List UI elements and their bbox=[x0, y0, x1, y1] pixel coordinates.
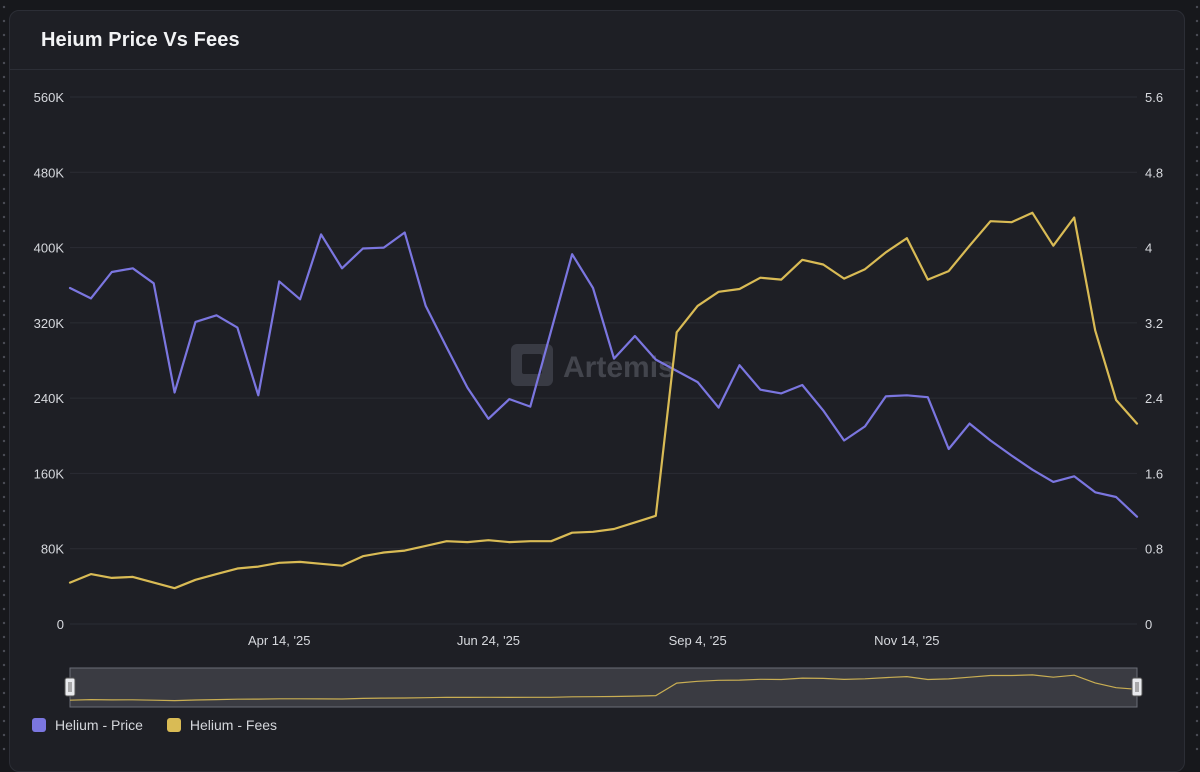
watermark-text: Artemis bbox=[563, 351, 675, 384]
legend-swatch-price bbox=[32, 718, 46, 732]
y-right-tick-label: 3.2 bbox=[1145, 316, 1163, 331]
y-left-tick-label: 560K bbox=[34, 90, 65, 105]
range-navigator bbox=[69, 667, 1138, 708]
watermark-logo-inner bbox=[522, 354, 542, 374]
y-right-tick-label: 0.8 bbox=[1145, 542, 1163, 557]
y-left-tick-label: 160K bbox=[34, 466, 65, 481]
legend-item-fees[interactable]: Helium - Fees bbox=[166, 717, 278, 733]
legend-label-fees: Helium - Fees bbox=[189, 717, 278, 733]
y-left-tick-label: 480K bbox=[34, 165, 65, 180]
series-line-fees bbox=[68, 211, 1139, 590]
y-left-tick-label: 240K bbox=[34, 391, 65, 406]
y-left-tick-label: 400K bbox=[34, 241, 65, 256]
chart-card: Heium Price Vs Fees bbox=[9, 10, 1185, 772]
y-left-tick-label: 80K bbox=[41, 542, 64, 557]
background-dots-right bbox=[1195, 0, 1199, 755]
y-right-tick-label: 5.6 bbox=[1145, 90, 1163, 105]
line-chart[interactable]: 0 0 80K 0.8 160K 1.6 240K 2.4 320K 3.2 400K 4 480K 4.… bbox=[0, 0, 1200, 755]
navigator-fees-line bbox=[69, 674, 1138, 702]
y-left-tick-label: 320K bbox=[34, 316, 65, 331]
background-dots-left bbox=[2, 0, 6, 755]
legend-swatch-fees bbox=[166, 718, 181, 732]
range-handle-right[interactable] bbox=[1131, 677, 1143, 697]
card-header: Heium Price Vs Fees bbox=[10, 11, 1184, 70]
y-right-tick-label: 1.6 bbox=[1145, 466, 1163, 481]
x-tick-label: Sep 4, '25 bbox=[669, 633, 727, 648]
x-tick-label: Apr 14, '25 bbox=[248, 633, 310, 648]
legend-label-price: Helium - Price bbox=[55, 717, 143, 733]
y-right-tick-label: 4 bbox=[1145, 241, 1152, 256]
y-right-tick-label: 2.4 bbox=[1145, 391, 1163, 406]
range-handle-left[interactable] bbox=[64, 677, 76, 697]
x-tick-label: Jun 24, '25 bbox=[457, 633, 520, 648]
legend-item-price[interactable]: Helium - Price bbox=[32, 717, 143, 733]
watermark-logo-icon bbox=[511, 344, 553, 386]
chart-legend: Helium - Price Helium - Fees bbox=[32, 717, 301, 733]
watermark: Artemis bbox=[511, 344, 675, 386]
y-left-tick-label: 0 bbox=[57, 617, 64, 632]
x-tick-label: Nov 14, '25 bbox=[874, 633, 939, 648]
y-right-tick-label: 4.8 bbox=[1145, 165, 1163, 180]
series-line-price bbox=[68, 231, 1139, 518]
chart-title: Heium Price Vs Fees bbox=[41, 28, 240, 51]
y-right-tick-label: 0 bbox=[1145, 617, 1152, 632]
